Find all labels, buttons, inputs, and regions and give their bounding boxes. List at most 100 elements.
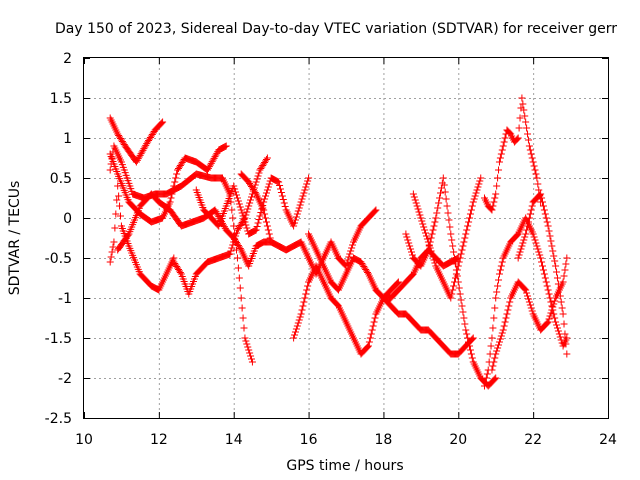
data-point <box>469 198 477 206</box>
data-point <box>254 172 262 180</box>
data-point <box>237 294 245 302</box>
data-point <box>505 302 513 310</box>
data-point <box>465 338 473 346</box>
data-point <box>498 329 506 337</box>
data-point <box>533 242 541 250</box>
data-point <box>248 358 256 366</box>
y-tick-label: -2 <box>58 371 72 387</box>
data-point <box>490 198 498 206</box>
data-point <box>456 254 464 262</box>
data-point <box>524 222 532 230</box>
data-point <box>559 278 567 286</box>
data-point <box>239 314 247 322</box>
data-point <box>553 324 561 332</box>
data-point <box>563 334 571 342</box>
data-point <box>422 229 430 237</box>
data-point <box>543 282 551 290</box>
data-point <box>261 195 269 203</box>
data-point <box>255 169 263 177</box>
data-point <box>236 284 244 292</box>
data-point <box>449 242 457 250</box>
data-point <box>518 94 526 102</box>
data-point <box>281 203 289 210</box>
data-point <box>528 307 536 315</box>
data-point <box>226 250 234 258</box>
data-point <box>532 239 540 247</box>
data-point <box>371 314 379 322</box>
data-point <box>545 290 553 298</box>
data-point <box>493 288 501 296</box>
data-point <box>263 154 271 162</box>
data-point <box>172 174 180 182</box>
data-point <box>292 213 300 221</box>
data-point <box>365 338 373 346</box>
data-point <box>410 193 418 201</box>
data-point <box>246 349 254 357</box>
data-point <box>488 366 496 374</box>
data-point <box>515 251 523 259</box>
data-point <box>428 250 436 258</box>
data-point <box>247 193 255 201</box>
data-point <box>228 206 236 214</box>
data-point <box>530 162 538 170</box>
data-point <box>440 181 448 189</box>
y-tick-label: 0.5 <box>50 171 72 187</box>
data-point <box>521 233 529 241</box>
data-point <box>298 195 306 203</box>
data-point <box>529 230 537 238</box>
data-point <box>459 308 467 316</box>
data-point <box>231 235 239 243</box>
data-point <box>279 196 287 203</box>
data-point <box>253 223 261 230</box>
data-point <box>519 239 527 247</box>
data-point <box>415 208 423 216</box>
data-point <box>451 278 459 286</box>
data-point <box>497 262 505 270</box>
data-point <box>176 269 184 276</box>
data-point <box>455 284 463 292</box>
data-point <box>233 229 241 237</box>
data-point <box>464 222 472 230</box>
data-point <box>494 282 502 290</box>
data-point <box>487 342 495 350</box>
data-point <box>305 174 313 182</box>
data-point <box>456 290 464 298</box>
series-track-17 <box>514 190 571 358</box>
data-point <box>446 223 454 231</box>
data-point <box>554 327 562 335</box>
data-point <box>280 199 288 207</box>
data-point <box>303 286 311 294</box>
data-point <box>409 190 417 198</box>
data-point <box>453 266 461 274</box>
data-point <box>494 344 502 352</box>
x-tick-label: 10 <box>75 432 93 448</box>
data-point <box>533 174 541 182</box>
data-point <box>466 210 474 218</box>
data-point <box>495 276 503 284</box>
data-point <box>474 183 482 191</box>
data-point <box>372 206 380 214</box>
data-points <box>106 94 571 390</box>
data-point <box>418 217 426 225</box>
data-point <box>480 382 488 390</box>
data-point <box>423 235 431 243</box>
series-track-2 <box>106 142 256 366</box>
data-point <box>492 190 500 198</box>
data-point <box>548 242 556 250</box>
data-point <box>408 248 415 256</box>
data-point <box>416 211 424 219</box>
data-point <box>348 244 356 252</box>
data-point <box>278 192 286 200</box>
plot-frame <box>83 57 609 419</box>
x-tick-label: 20 <box>449 432 467 448</box>
data-point <box>562 260 570 268</box>
data-point <box>496 154 504 162</box>
data-point <box>244 205 252 213</box>
data-point <box>539 202 547 210</box>
data-point <box>543 319 551 327</box>
data-point <box>454 262 462 270</box>
data-point <box>476 177 484 185</box>
data-point <box>535 248 543 256</box>
data-point <box>529 158 537 166</box>
data-point <box>255 216 263 223</box>
